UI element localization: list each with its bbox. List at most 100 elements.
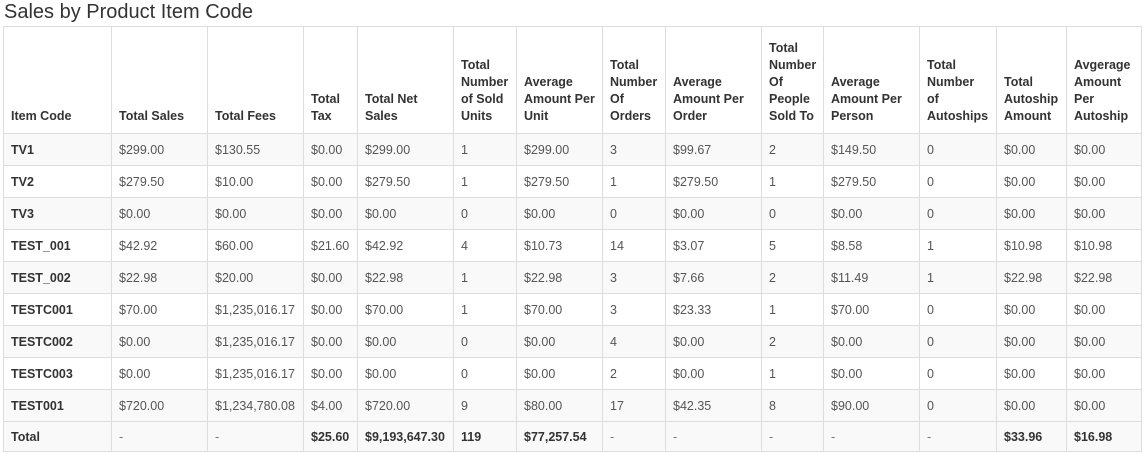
table-cell: $1,235,016.17 — [207, 293, 304, 326]
table-cell: $0.00 — [665, 197, 762, 230]
item-code-cell: TEST_002 — [3, 261, 112, 294]
table-row: TEST_001 $42.92 $60.00 $21.60 $42.92 4 $10.73 1… — [3, 229, 1142, 262]
table-cell: 1 — [919, 261, 997, 294]
table-cell: $20.00 — [207, 261, 304, 294]
table-cell: 0 — [761, 197, 824, 230]
totals-cell: - — [207, 421, 304, 452]
table-cell: $299.00 — [516, 133, 603, 166]
item-code-cell: TV3 — [3, 197, 112, 230]
table-cell: $70.00 — [516, 293, 603, 326]
table-cell: $0.00 — [303, 261, 358, 294]
column-header[interactable]: Total Number of Autoships — [919, 26, 997, 134]
table-cell: $23.33 — [665, 293, 762, 326]
table-cell: $130.55 — [207, 133, 304, 166]
table-cell: 1 — [453, 133, 517, 166]
table-cell: $0.00 — [665, 357, 762, 390]
table-cell: $0.00 — [823, 325, 920, 358]
column-header[interactable]: Total Net Sales — [357, 26, 454, 134]
totals-row: Total - - $25.60 $9,193,647.30 119 $77,257.54-… — [3, 421, 1142, 452]
totals-cell: $16.98 — [1066, 421, 1142, 452]
table-cell: 17 — [602, 389, 666, 422]
totals-cell: - — [761, 421, 824, 452]
item-code-cell: TESTC002 — [3, 325, 112, 358]
table-cell: $60.00 — [207, 229, 304, 262]
table-cell: $279.50 — [823, 165, 920, 198]
item-code-cell: TEST_001 — [3, 229, 112, 262]
column-header[interactable]: Total Autoship Amount — [996, 26, 1067, 134]
column-header[interactable]: Average Amount Per Person — [823, 26, 920, 134]
table-cell: $0.00 — [1066, 293, 1142, 326]
table-cell: $70.00 — [357, 293, 454, 326]
table-cell: $0.00 — [303, 165, 358, 198]
table-cell: $21.60 — [303, 229, 358, 262]
totals-label: Total — [3, 421, 112, 452]
table-cell: 1 — [761, 165, 824, 198]
item-code-cell: TEST001 — [3, 389, 112, 422]
table-cell: $10.98 — [1066, 229, 1142, 262]
item-code-cell: TESTC001 — [3, 293, 112, 326]
table-cell: 0 — [453, 357, 517, 390]
table-cell: $720.00 — [111, 389, 208, 422]
item-code-cell: TV1 — [3, 133, 112, 166]
table-cell: $0.00 — [1066, 133, 1142, 166]
table-row: TESTC002 $0.00 $1,235,016.17 $0.00 $0.00 0 $0.… — [3, 325, 1142, 358]
table-cell: $0.00 — [996, 325, 1067, 358]
column-header[interactable]: Average Amount Per Order — [665, 26, 762, 134]
table-cell: 0 — [919, 133, 997, 166]
totals-cell: - — [823, 421, 920, 452]
table-cell: $0.00 — [207, 197, 304, 230]
table-cell: 0 — [919, 165, 997, 198]
table-cell: $22.98 — [516, 261, 603, 294]
table-row: TV3 $0.00 $0.00 $0.00 $0.00 0 $0.00 0 $0.00 0 $0.0… — [3, 197, 1142, 230]
table-cell: 2 — [761, 133, 824, 166]
column-header[interactable]: Total Number of Sold Units — [453, 26, 517, 134]
table-cell: $0.00 — [996, 197, 1067, 230]
table-cell: 9 — [453, 389, 517, 422]
table-cell: 3 — [602, 133, 666, 166]
column-header[interactable]: Item Code — [3, 26, 112, 134]
table-cell: $70.00 — [111, 293, 208, 326]
table-cell: $299.00 — [357, 133, 454, 166]
header-row: Item Code Total Sales Total Fees Total T… — [3, 26, 1142, 134]
table-cell: $10.00 — [207, 165, 304, 198]
table-cell: $1,235,016.17 — [207, 357, 304, 390]
table-cell: $42.92 — [111, 229, 208, 262]
table-cell: 2 — [602, 357, 666, 390]
table-cell: $0.00 — [665, 325, 762, 358]
table-cell: $0.00 — [303, 293, 358, 326]
table-cell: 0 — [919, 293, 997, 326]
table-cell: $299.00 — [111, 133, 208, 166]
table-cell: $0.00 — [1066, 325, 1142, 358]
totals-cell: $33.96 — [996, 421, 1067, 452]
table-cell: $0.00 — [1066, 197, 1142, 230]
table-cell: $0.00 — [1066, 165, 1142, 198]
table-cell: 4 — [602, 325, 666, 358]
table-cell: $7.66 — [665, 261, 762, 294]
table-cell: 0 — [453, 197, 517, 230]
table-cell: $90.00 — [823, 389, 920, 422]
table-cell: 2 — [761, 325, 824, 358]
table-cell: $99.67 — [665, 133, 762, 166]
table-cell: $1,235,016.17 — [207, 325, 304, 358]
column-header[interactable]: Average Amount Per Unit — [516, 26, 603, 134]
column-header[interactable]: Total Fees — [207, 26, 304, 134]
table-cell: $11.49 — [823, 261, 920, 294]
table-cell: $10.73 — [516, 229, 603, 262]
column-header[interactable]: Total Number Of Orders — [602, 26, 666, 134]
table-row: TEST_002 $22.98 $20.00 $0.00 $22.98 1 $22.98 3 $… — [3, 261, 1142, 294]
table-row: TV1 $299.00 $130.55 $0.00 $299.00 1 $299.00 3 $9… — [3, 133, 1142, 166]
table-cell: $22.98 — [357, 261, 454, 294]
column-header[interactable]: Total Sales — [111, 26, 208, 134]
table-row: TV2 $279.50 $10.00 $0.00 $279.50 1 $279.50 1 $27… — [3, 165, 1142, 198]
column-header[interactable]: Total Tax — [303, 26, 358, 134]
totals-cell: - — [602, 421, 666, 452]
table-cell: $149.50 — [823, 133, 920, 166]
totals-cell: $9,193,647.30 — [357, 421, 454, 452]
table-cell: $0.00 — [357, 325, 454, 358]
column-header[interactable]: Avgerage Amount Per Autoship — [1066, 26, 1142, 134]
table-cell: 0 — [919, 325, 997, 358]
table-cell: $0.00 — [516, 325, 603, 358]
item-code-cell: TV2 — [3, 165, 112, 198]
column-header[interactable]: Total Number Of People Sold To — [761, 26, 824, 134]
table-cell: 1 — [919, 229, 997, 262]
